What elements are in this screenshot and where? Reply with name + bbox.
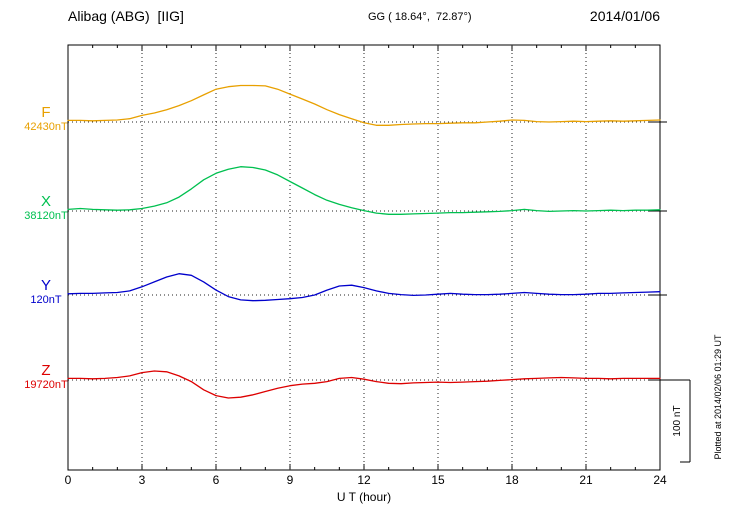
series-letter: F	[41, 104, 51, 121]
series-label-X: X 38120nT	[0, 194, 92, 222]
x-tick-label: 21	[579, 473, 593, 487]
x-tick-label: 9	[286, 473, 294, 487]
series-letter: X	[40, 193, 51, 210]
series-letter: Z	[41, 362, 51, 379]
series-letter: Y	[40, 277, 51, 294]
series-label-Y: Y 120nT	[0, 278, 92, 306]
x-axis-label: U T (hour)	[336, 490, 392, 504]
series-baseline-value: 38120nT	[24, 210, 68, 222]
x-tick-label: 6	[212, 473, 220, 487]
x-tick-label: 15	[431, 473, 445, 487]
station-title: Alibag (ABG) [IIG]	[68, 8, 184, 24]
series-baseline-value: 19720nT	[24, 379, 68, 391]
x-tick-label: 18	[505, 473, 519, 487]
scale-bar-label: 100 nT	[672, 405, 683, 437]
series-baseline-value: 120nT	[30, 294, 62, 306]
x-tick-label: 24	[653, 473, 667, 487]
series-label-Z: Z 19720nT	[0, 363, 92, 391]
x-tick-label: 3	[138, 473, 146, 487]
series-baseline-value: 42430nT	[24, 121, 68, 133]
plot-date: 2014/01/06	[589, 8, 660, 24]
x-tick-label: 12	[357, 473, 371, 487]
plotted-at-note: Plotted at 2014/02/06 01:29 UT	[713, 334, 723, 460]
geographic-coordinates: GG ( 18.64°, 72.87°)	[368, 11, 472, 23]
x-tick-label: 0	[64, 473, 72, 487]
series-label-F: F 42430nT	[0, 105, 92, 133]
